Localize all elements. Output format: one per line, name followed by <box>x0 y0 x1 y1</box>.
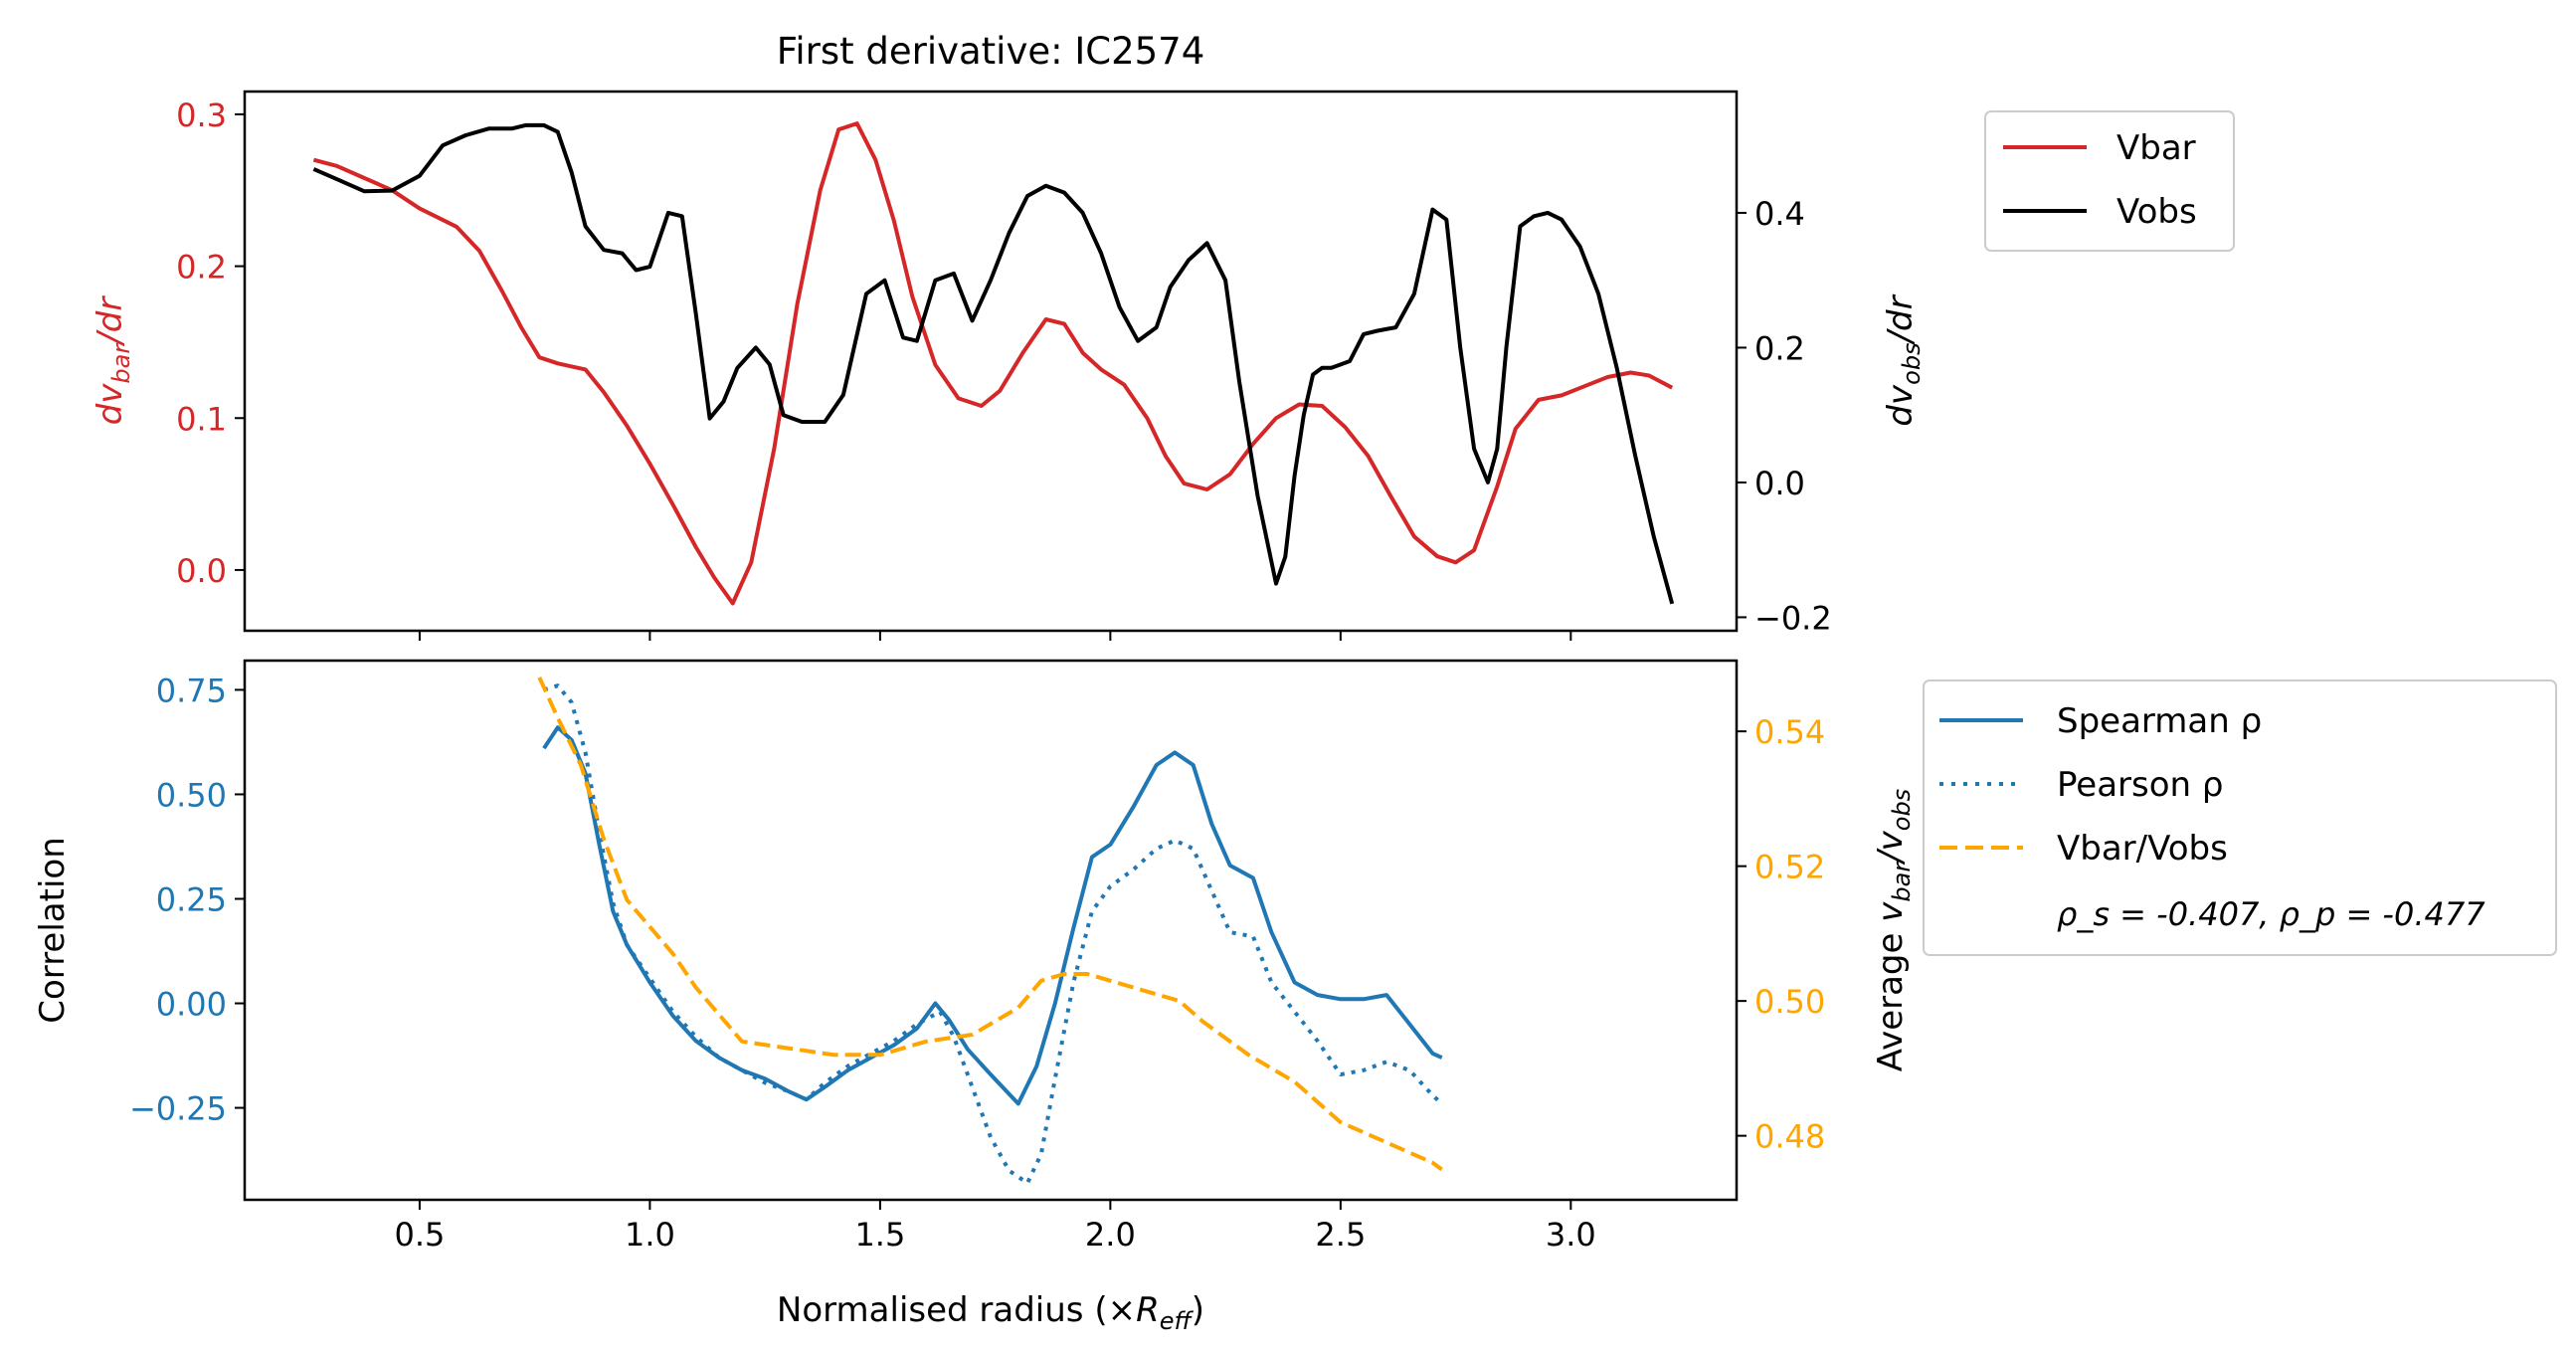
top-plot-frame <box>243 90 1739 633</box>
top-plot: 0.0 0.1 0.2 0.3 −0.2 0.0 0.2 0.4 dvbar/dr dvob… <box>91 90 1926 641</box>
bottom-right-tick-label: 0.54 <box>1754 713 1825 751</box>
top-series-vobs-line <box>312 122 1675 605</box>
x-axis-label: Normalised radius (×Reff) <box>777 1290 1204 1335</box>
bottom-legend-box <box>1923 679 2557 956</box>
top-left-axis-label: dvbar/dr <box>91 295 135 426</box>
top-right-tick-label: 0.0 <box>1754 465 1805 502</box>
top-right-axis-label: dvobs/dr <box>1881 293 1926 426</box>
legend-label-vobs: Vobs <box>2116 192 2197 232</box>
top-right-tick-label: 0.2 <box>1754 329 1805 367</box>
legend-label-spearman: Spearman ρ <box>2057 701 2262 741</box>
bottom-left-tick-label: 0.00 <box>156 986 227 1024</box>
x-tick-label: 0.5 <box>394 1216 445 1254</box>
legend-label-ratio: Vbar/Vobs <box>2057 829 2228 869</box>
top-left-tick-label: 0.3 <box>176 97 227 134</box>
legend-label-vbar: Vbar <box>2116 128 2196 168</box>
bottom-left-tick-label: 0.25 <box>156 880 227 918</box>
bottom-left-tick-label: 0.75 <box>156 672 227 709</box>
bottom-right-tick-label: 0.48 <box>1754 1118 1825 1156</box>
chart-title: First derivative: IC2574 <box>777 30 1205 73</box>
top-right-tick-label: −0.2 <box>1754 599 1832 637</box>
bottom-left-tick-label: −0.25 <box>129 1090 227 1128</box>
top-left-tick-label: 0.2 <box>176 249 227 287</box>
x-tick-label: 1.5 <box>854 1216 905 1254</box>
bottom-series-pearson-line <box>543 683 1444 1186</box>
top-right-tick-label: 0.4 <box>1754 195 1805 233</box>
bottom-left-axis-label: Correlation <box>33 837 73 1023</box>
x-tick-label: 2.0 <box>1085 1216 1136 1254</box>
x-tick-label: 2.5 <box>1315 1216 1366 1254</box>
x-tick-label: 1.0 <box>625 1216 675 1254</box>
bottom-right-axis-label: Average vbar/vobs <box>1871 789 1916 1071</box>
bottom-left-tick-label: 0.50 <box>156 776 227 814</box>
legend-label-pearson: Pearson ρ <box>2057 765 2223 805</box>
top-left-tick-label: 0.0 <box>176 552 227 590</box>
top-series-vbar-line <box>312 121 1674 606</box>
bottom-right-tick-label: 0.50 <box>1754 983 1825 1021</box>
bottom-plot-frame <box>243 659 1739 1202</box>
top-left-tick-label: 0.1 <box>176 400 227 438</box>
x-tick-label: 3.0 <box>1546 1216 1596 1254</box>
top-legend: Vbar Vobs <box>1984 110 2235 252</box>
bottom-series-vbar-vobs-line <box>537 677 1443 1172</box>
bottom-legend: Spearman ρ Pearson ρ Vbar/Vobs ρ_s = -0.… <box>1923 679 2557 956</box>
bottom-right-tick-label: 0.52 <box>1754 849 1825 886</box>
bottom-plot: −0.25 0.00 0.25 0.50 0.75 0.48 0.50 0.52 0.54 0… <box>33 659 1916 1335</box>
legend-annotation: ρ_s = -0.407, ρ_p = -0.477 <box>2057 895 2485 933</box>
bottom-series-spearman-line <box>542 725 1443 1106</box>
